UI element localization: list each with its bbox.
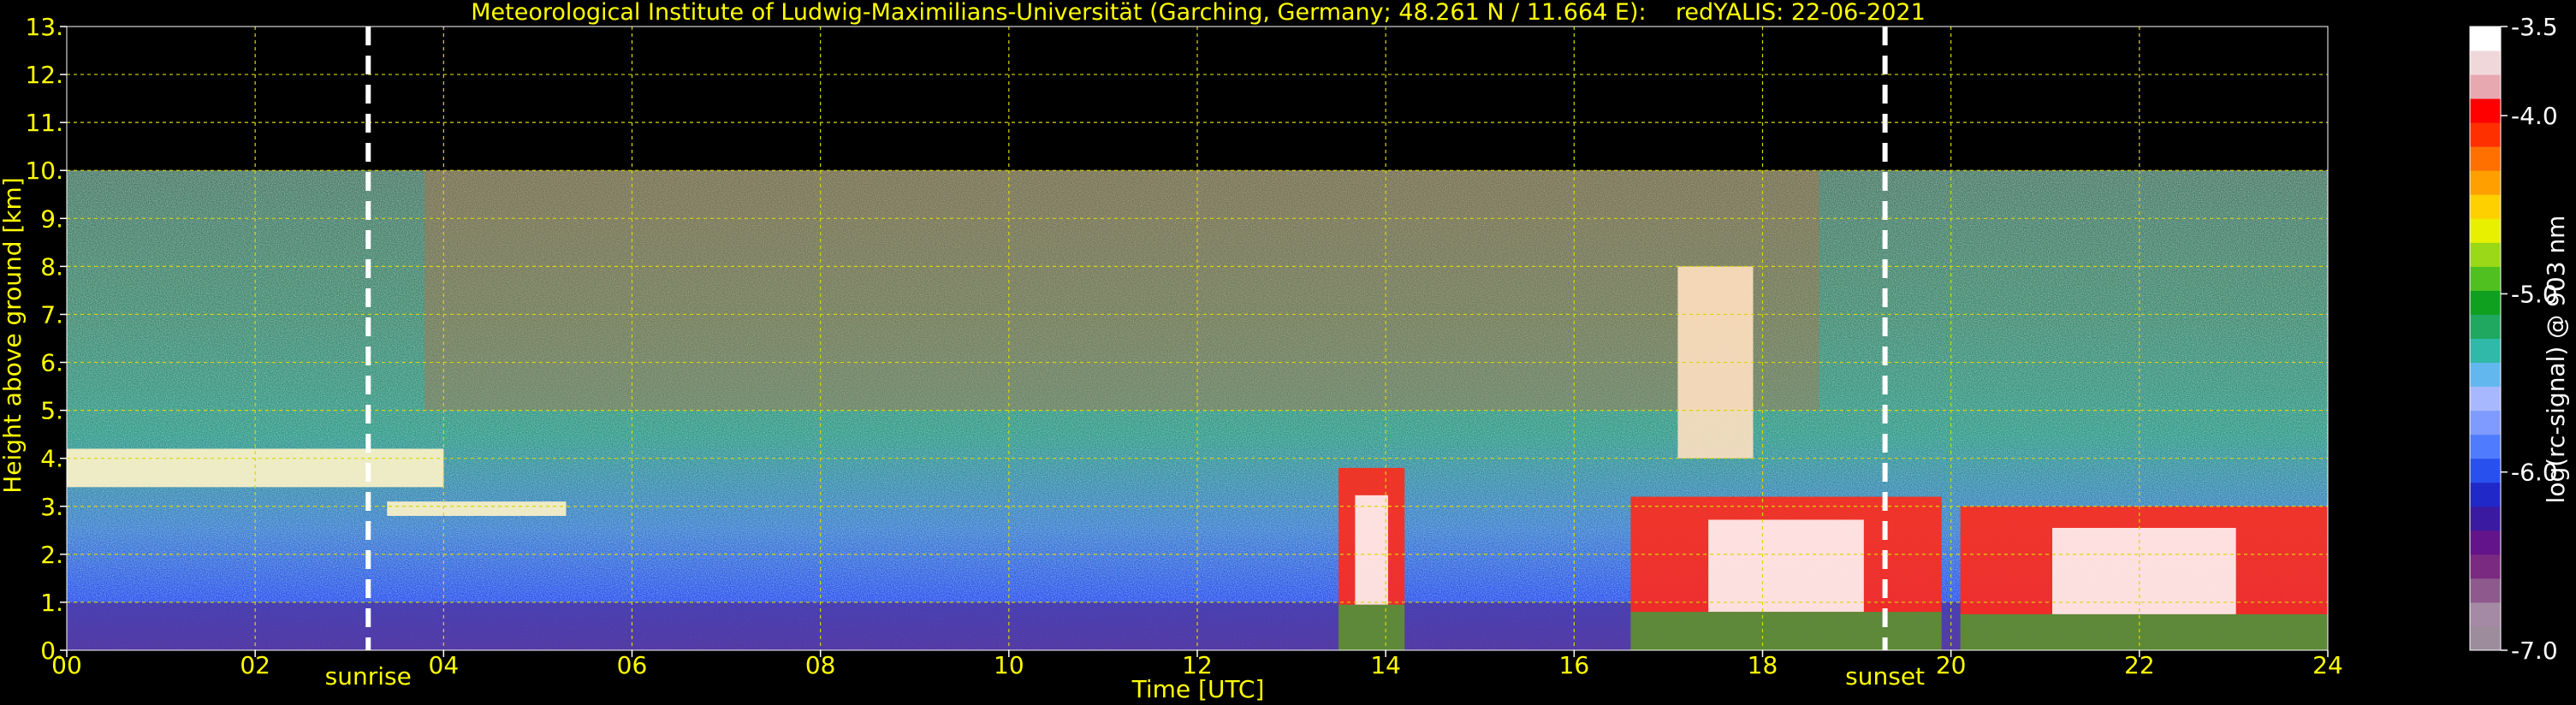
- colorbar-swatch-9: [2470, 410, 2501, 435]
- daytime-noise-tint: [424, 170, 1819, 411]
- feature-core-3: [1355, 495, 1388, 605]
- y-axis-label: Height above ground [km]: [0, 177, 27, 494]
- colorbar-swatch-21: [2470, 122, 2501, 147]
- colorbar-swatch-18: [2470, 194, 2501, 219]
- x-tick-10: 20: [1936, 651, 1967, 679]
- colorbar-swatch-11: [2470, 362, 2501, 388]
- x-tick-3: 06: [617, 651, 648, 679]
- colorbar-swatch-10: [2470, 386, 2501, 412]
- colorbar-swatch-6: [2470, 482, 2501, 507]
- sun-markers: sunrise sunset: [325, 27, 1925, 690]
- colorbar-tick-4: -7.0: [2511, 637, 2558, 665]
- x-tick-11: 22: [2124, 651, 2155, 679]
- x-tick-1: 02: [240, 651, 270, 679]
- x-tick-4: 08: [805, 651, 836, 679]
- colorbar-swatch-2: [2470, 578, 2501, 603]
- colorbar-swatch-13: [2470, 314, 2501, 339]
- y-tick-4: 4.: [40, 445, 63, 473]
- sunrise-label: sunrise: [325, 662, 412, 690]
- x-tick-12: 24: [2312, 651, 2343, 679]
- feature-base-3: [1338, 604, 1405, 650]
- feature-core-4: [1708, 519, 1864, 613]
- colorbar-swatch-23: [2470, 74, 2501, 99]
- sunset-label: sunset: [1845, 662, 1925, 690]
- y-tick-10: 10.: [25, 157, 63, 185]
- colorbar-swatch-1: [2470, 601, 2501, 627]
- colorbar-swatch-20: [2470, 146, 2501, 171]
- colorbar-swatch-7: [2470, 458, 2501, 483]
- x-tick-labels: 00 02 04 06 08 10 12 14 16 18 20 22 24: [51, 650, 2343, 679]
- y-tick-1: 1.: [40, 589, 63, 617]
- x-tick-5: 10: [994, 651, 1024, 679]
- colorbar-swatch-16: [2470, 242, 2501, 267]
- colorbar-swatch-4: [2470, 530, 2501, 555]
- feature-2: [387, 501, 567, 516]
- colorbar: [2469, 26, 2502, 651]
- colorbar-swatch-24: [2470, 50, 2501, 75]
- colorbar-swatch-14: [2470, 290, 2501, 315]
- chart-title: Meteorological Institute of Ludwig-Maxim…: [471, 0, 1926, 26]
- colorbar-swatch-0: [2470, 625, 2501, 651]
- feature-5: [1677, 266, 1754, 459]
- y-tick-8: 8.: [40, 252, 63, 281]
- grid-lines: [67, 27, 2328, 650]
- colorbar-swatch-19: [2470, 170, 2501, 195]
- x-tick-0: 00: [51, 651, 82, 679]
- y-tick-3: 3.: [40, 493, 63, 521]
- colorbar-swatch-15: [2470, 266, 2501, 291]
- colorbar-tick-3: -6.0: [2511, 459, 2558, 487]
- colorbar-tick-labels: -3.5 -4.0 -5.0 -6.0 -7.0: [2501, 13, 2558, 665]
- y-tick-2: 2.: [40, 541, 63, 569]
- y-tick-13: 13.: [25, 13, 63, 41]
- x-tick-7: 14: [1370, 651, 1401, 679]
- x-tick-6: 12: [1182, 651, 1213, 679]
- y-tick-6: 6.: [40, 349, 63, 377]
- y-tick-12: 12.: [25, 61, 63, 89]
- feature-base-4: [1630, 612, 1942, 650]
- x-tick-9: 18: [1748, 651, 1778, 679]
- x-tick-2: 04: [429, 651, 460, 679]
- y-tick-5: 5.: [40, 397, 63, 425]
- colorbar-swatch-3: [2470, 554, 2501, 579]
- x-tick-8: 16: [1559, 651, 1590, 679]
- x-axis-label: Time [UTC]: [1131, 675, 1265, 703]
- colorbar-frame: [2469, 26, 2502, 651]
- y-tick-labels: 0. 1. 2. 3. 4. 5. 6. 7. 8. 9. 10. 11. 12. 13.: [25, 13, 67, 665]
- y-tick-11: 11.: [25, 109, 63, 137]
- feature-base-6: [1960, 613, 2328, 650]
- colorbar-swatch-17: [2470, 218, 2501, 243]
- y-tick-7: 7.: [40, 300, 63, 329]
- colorbar-tick-0: -3.5: [2511, 13, 2558, 41]
- feature-core-6: [2052, 528, 2236, 614]
- y-tick-0: 0.: [40, 637, 63, 665]
- y-tick-9: 9.: [40, 204, 63, 233]
- colorbar-swatch-5: [2470, 506, 2501, 531]
- colorbar-swatch-12: [2470, 338, 2501, 364]
- colorbar-label: log(rc-signal) @ 903 nm: [2542, 216, 2570, 504]
- colorbar-swatch-8: [2470, 434, 2501, 459]
- colorbar-tick-1: -4.0: [2511, 102, 2558, 130]
- colorbar-swatch-22: [2470, 98, 2501, 123]
- colorbar-tick-2: -5.0: [2511, 280, 2558, 308]
- colorbar-swatch-25: [2470, 27, 2501, 51]
